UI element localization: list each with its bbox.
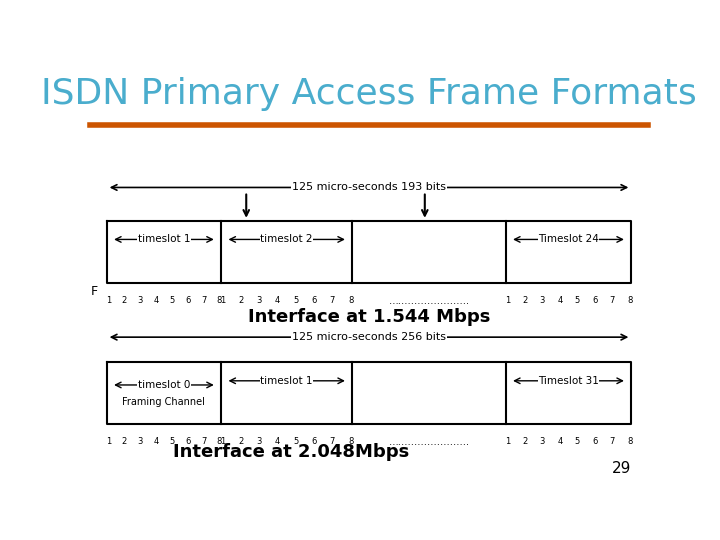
Text: 8: 8 — [348, 437, 354, 446]
Text: 4: 4 — [275, 295, 280, 305]
Text: 4: 4 — [275, 437, 280, 446]
Text: 6: 6 — [185, 295, 190, 305]
Text: 125 micro-seconds 256 bits: 125 micro-seconds 256 bits — [292, 332, 446, 342]
Text: 29: 29 — [612, 462, 631, 476]
Text: Timeslot 31: Timeslot 31 — [538, 376, 599, 386]
Text: 2: 2 — [238, 437, 243, 446]
Text: 4: 4 — [153, 295, 158, 305]
Text: 6: 6 — [592, 437, 598, 446]
Text: 3: 3 — [256, 437, 262, 446]
Text: 1: 1 — [106, 295, 111, 305]
Text: 8: 8 — [627, 295, 632, 305]
Text: 2: 2 — [122, 437, 127, 446]
Text: 5: 5 — [293, 437, 299, 446]
Text: timeslot 1: timeslot 1 — [261, 376, 313, 386]
Text: 8: 8 — [217, 295, 222, 305]
Text: 1: 1 — [220, 295, 225, 305]
Text: 7: 7 — [330, 295, 335, 305]
Text: 8: 8 — [217, 437, 222, 446]
Text: 5: 5 — [575, 295, 580, 305]
Text: 7: 7 — [609, 295, 615, 305]
Text: 4: 4 — [153, 437, 158, 446]
Text: 3: 3 — [138, 295, 143, 305]
Text: 3: 3 — [138, 437, 143, 446]
Text: 6: 6 — [311, 295, 317, 305]
Text: timeslot 0: timeslot 0 — [138, 380, 190, 390]
Text: ISDN Primary Access Frame Formats: ISDN Primary Access Frame Formats — [41, 77, 697, 111]
Text: 1: 1 — [106, 437, 111, 446]
Text: 7: 7 — [330, 437, 335, 446]
Text: 7: 7 — [609, 437, 615, 446]
Text: 2: 2 — [122, 295, 127, 305]
Text: 5: 5 — [575, 437, 580, 446]
Text: 3: 3 — [539, 295, 545, 305]
Text: 4: 4 — [557, 437, 562, 446]
Text: 6: 6 — [592, 295, 598, 305]
Text: 5: 5 — [293, 295, 299, 305]
Text: 7: 7 — [201, 437, 207, 446]
Text: 3: 3 — [539, 437, 545, 446]
Text: 2: 2 — [238, 295, 243, 305]
Text: 8: 8 — [348, 295, 354, 305]
Text: Timeslot 24: Timeslot 24 — [538, 234, 599, 245]
Text: 2: 2 — [522, 437, 528, 446]
Text: 1: 1 — [505, 295, 510, 305]
Text: 7: 7 — [201, 295, 207, 305]
Text: 3: 3 — [256, 295, 262, 305]
Text: 4: 4 — [557, 295, 562, 305]
Text: 6: 6 — [185, 437, 190, 446]
Text: 2: 2 — [522, 295, 528, 305]
Text: 5: 5 — [169, 295, 174, 305]
Text: timeslot 2: timeslot 2 — [261, 234, 313, 245]
Text: 8: 8 — [627, 437, 632, 446]
Text: 6: 6 — [311, 437, 317, 446]
Text: 1: 1 — [505, 437, 510, 446]
Text: 125 micro-seconds 193 bits: 125 micro-seconds 193 bits — [292, 183, 446, 192]
Text: …………………….: ……………………. — [389, 437, 469, 447]
Text: 5: 5 — [169, 437, 174, 446]
Text: Interface at 1.544 Mbps: Interface at 1.544 Mbps — [248, 308, 490, 326]
Text: timeslot 1: timeslot 1 — [138, 234, 190, 245]
Text: F: F — [91, 285, 99, 298]
Text: Framing Channel: Framing Channel — [122, 396, 205, 407]
Text: Interface at 2.048Mbps: Interface at 2.048Mbps — [173, 443, 409, 461]
Text: 1: 1 — [220, 437, 225, 446]
Text: …………………….: ……………………. — [389, 295, 469, 306]
